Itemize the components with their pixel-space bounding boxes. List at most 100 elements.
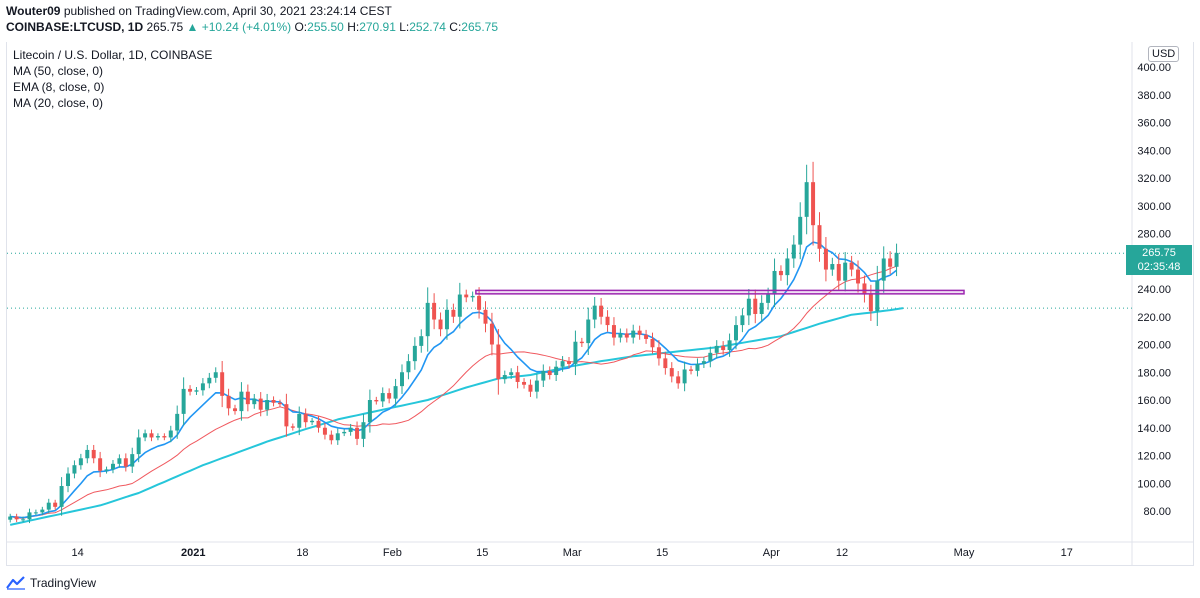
high-label: H: <box>347 20 360 34</box>
x-tick-label: 2021 <box>181 547 205 559</box>
candle-body <box>676 376 681 384</box>
y-tick-label: 100.00 <box>1137 478 1171 490</box>
chart-frame <box>6 42 1194 566</box>
candle-body <box>708 352 713 362</box>
close-value: 265.75 <box>461 20 498 34</box>
candle-body <box>91 449 96 459</box>
candle-body <box>393 386 398 399</box>
candle-body <box>631 330 636 338</box>
candle-body <box>759 302 764 314</box>
candle-body <box>701 361 706 364</box>
candle-body <box>856 269 861 284</box>
candle-body <box>162 436 167 438</box>
candle-body <box>387 393 392 399</box>
candle-body <box>284 404 289 427</box>
candle-body <box>573 341 578 364</box>
candle-body <box>21 519 26 521</box>
candle-body <box>46 502 51 510</box>
candle-body <box>130 454 135 467</box>
x-tick-label: May <box>954 547 975 559</box>
candle-body <box>444 309 449 330</box>
candle-body <box>14 516 19 520</box>
candle-body <box>425 302 430 337</box>
legend-indicator-ma50[interactable]: MA (50, close, 0) <box>13 64 104 78</box>
current-price-label: 265.75 02:35:48 <box>1126 245 1192 275</box>
x-tick-label: Mar <box>563 547 582 559</box>
candle-body <box>123 458 128 467</box>
candle-body <box>110 463 115 470</box>
candle-body <box>881 258 886 281</box>
y-tick-label: 320.00 <box>1137 173 1171 185</box>
chart-legend: Litecoin / U.S. Dollar, 1D, COINBASE MA … <box>13 47 212 111</box>
published-text: published on TradingView.com, April 30, … <box>63 4 392 18</box>
x-tick-label: Apr <box>763 547 780 559</box>
candle-body <box>252 398 257 405</box>
currency-badge[interactable]: USD <box>1148 46 1180 62</box>
candle-body <box>226 395 231 409</box>
candle-body <box>239 391 244 412</box>
y-tick-label: 280.00 <box>1137 229 1171 241</box>
candle-body <box>611 325 616 338</box>
candle-body <box>143 433 148 438</box>
candle-body <box>689 369 694 371</box>
candle-body <box>400 372 404 387</box>
y-tick-label: 140.00 <box>1137 423 1171 435</box>
candle-body <box>412 345 417 362</box>
candle-body <box>541 370 546 381</box>
footer-brand[interactable]: TradingView <box>6 574 96 592</box>
candle-body <box>53 502 58 507</box>
candle-body <box>72 465 77 474</box>
candle-body <box>271 400 276 403</box>
x-tick-label: Feb <box>383 547 402 559</box>
last-price: 265.75 <box>146 20 184 34</box>
candle-body <box>220 372 225 396</box>
candle-body <box>464 294 469 298</box>
candle-body <box>695 363 700 371</box>
candle-body <box>734 325 738 341</box>
legend-indicator-ma20[interactable]: MA (20, close, 0) <box>13 96 104 110</box>
close-label: C: <box>449 20 462 34</box>
candle-body <box>669 368 674 377</box>
candle-body <box>753 298 758 314</box>
candle-body <box>849 262 854 270</box>
candle-body <box>361 422 366 439</box>
candle-body <box>644 334 649 339</box>
candle-body <box>798 216 803 245</box>
candle-body <box>560 361 565 367</box>
candle-body <box>406 361 411 373</box>
x-tick-label: 15 <box>656 547 668 559</box>
candle-body <box>322 427 327 435</box>
candle-body <box>355 427 360 439</box>
candle-body <box>791 244 796 259</box>
candle-body <box>329 434 334 441</box>
candle-body <box>200 383 205 391</box>
candle-body <box>40 509 45 513</box>
y-tick-label: 240.00 <box>1137 284 1171 296</box>
publisher-name[interactable]: Wouter09 <box>6 4 61 18</box>
candle-body <box>175 413 180 431</box>
candle-body <box>66 473 71 487</box>
candle-body <box>310 420 315 423</box>
candle-body <box>207 377 212 384</box>
y-tick-label: 360.00 <box>1137 118 1171 130</box>
candle-body <box>599 305 604 317</box>
candle-body <box>862 283 867 295</box>
candle-body <box>509 372 514 376</box>
series-line-ema-8 <box>10 241 898 519</box>
legend-title: Litecoin / U.S. Dollar, 1D, COINBASE <box>13 48 213 62</box>
candle-body <box>740 315 745 326</box>
candle-body <box>335 433 340 441</box>
candle-body <box>843 262 848 281</box>
price-change: ▲ +10.24 (+4.01%) <box>186 20 292 34</box>
candle-body <box>233 408 238 412</box>
chart-header: Wouter09 published on TradingView.com, A… <box>0 0 1200 40</box>
candle-body <box>836 264 841 281</box>
candle-body <box>817 225 822 249</box>
candle-body <box>586 319 591 344</box>
candle-body <box>714 345 719 353</box>
open-label: O: <box>294 20 308 34</box>
candle-body <box>342 431 347 434</box>
candle-body <box>277 402 282 405</box>
tradingview-logo-icon <box>6 576 25 590</box>
legend-indicator-ema8[interactable]: EMA (8, close, 0) <box>13 80 105 94</box>
